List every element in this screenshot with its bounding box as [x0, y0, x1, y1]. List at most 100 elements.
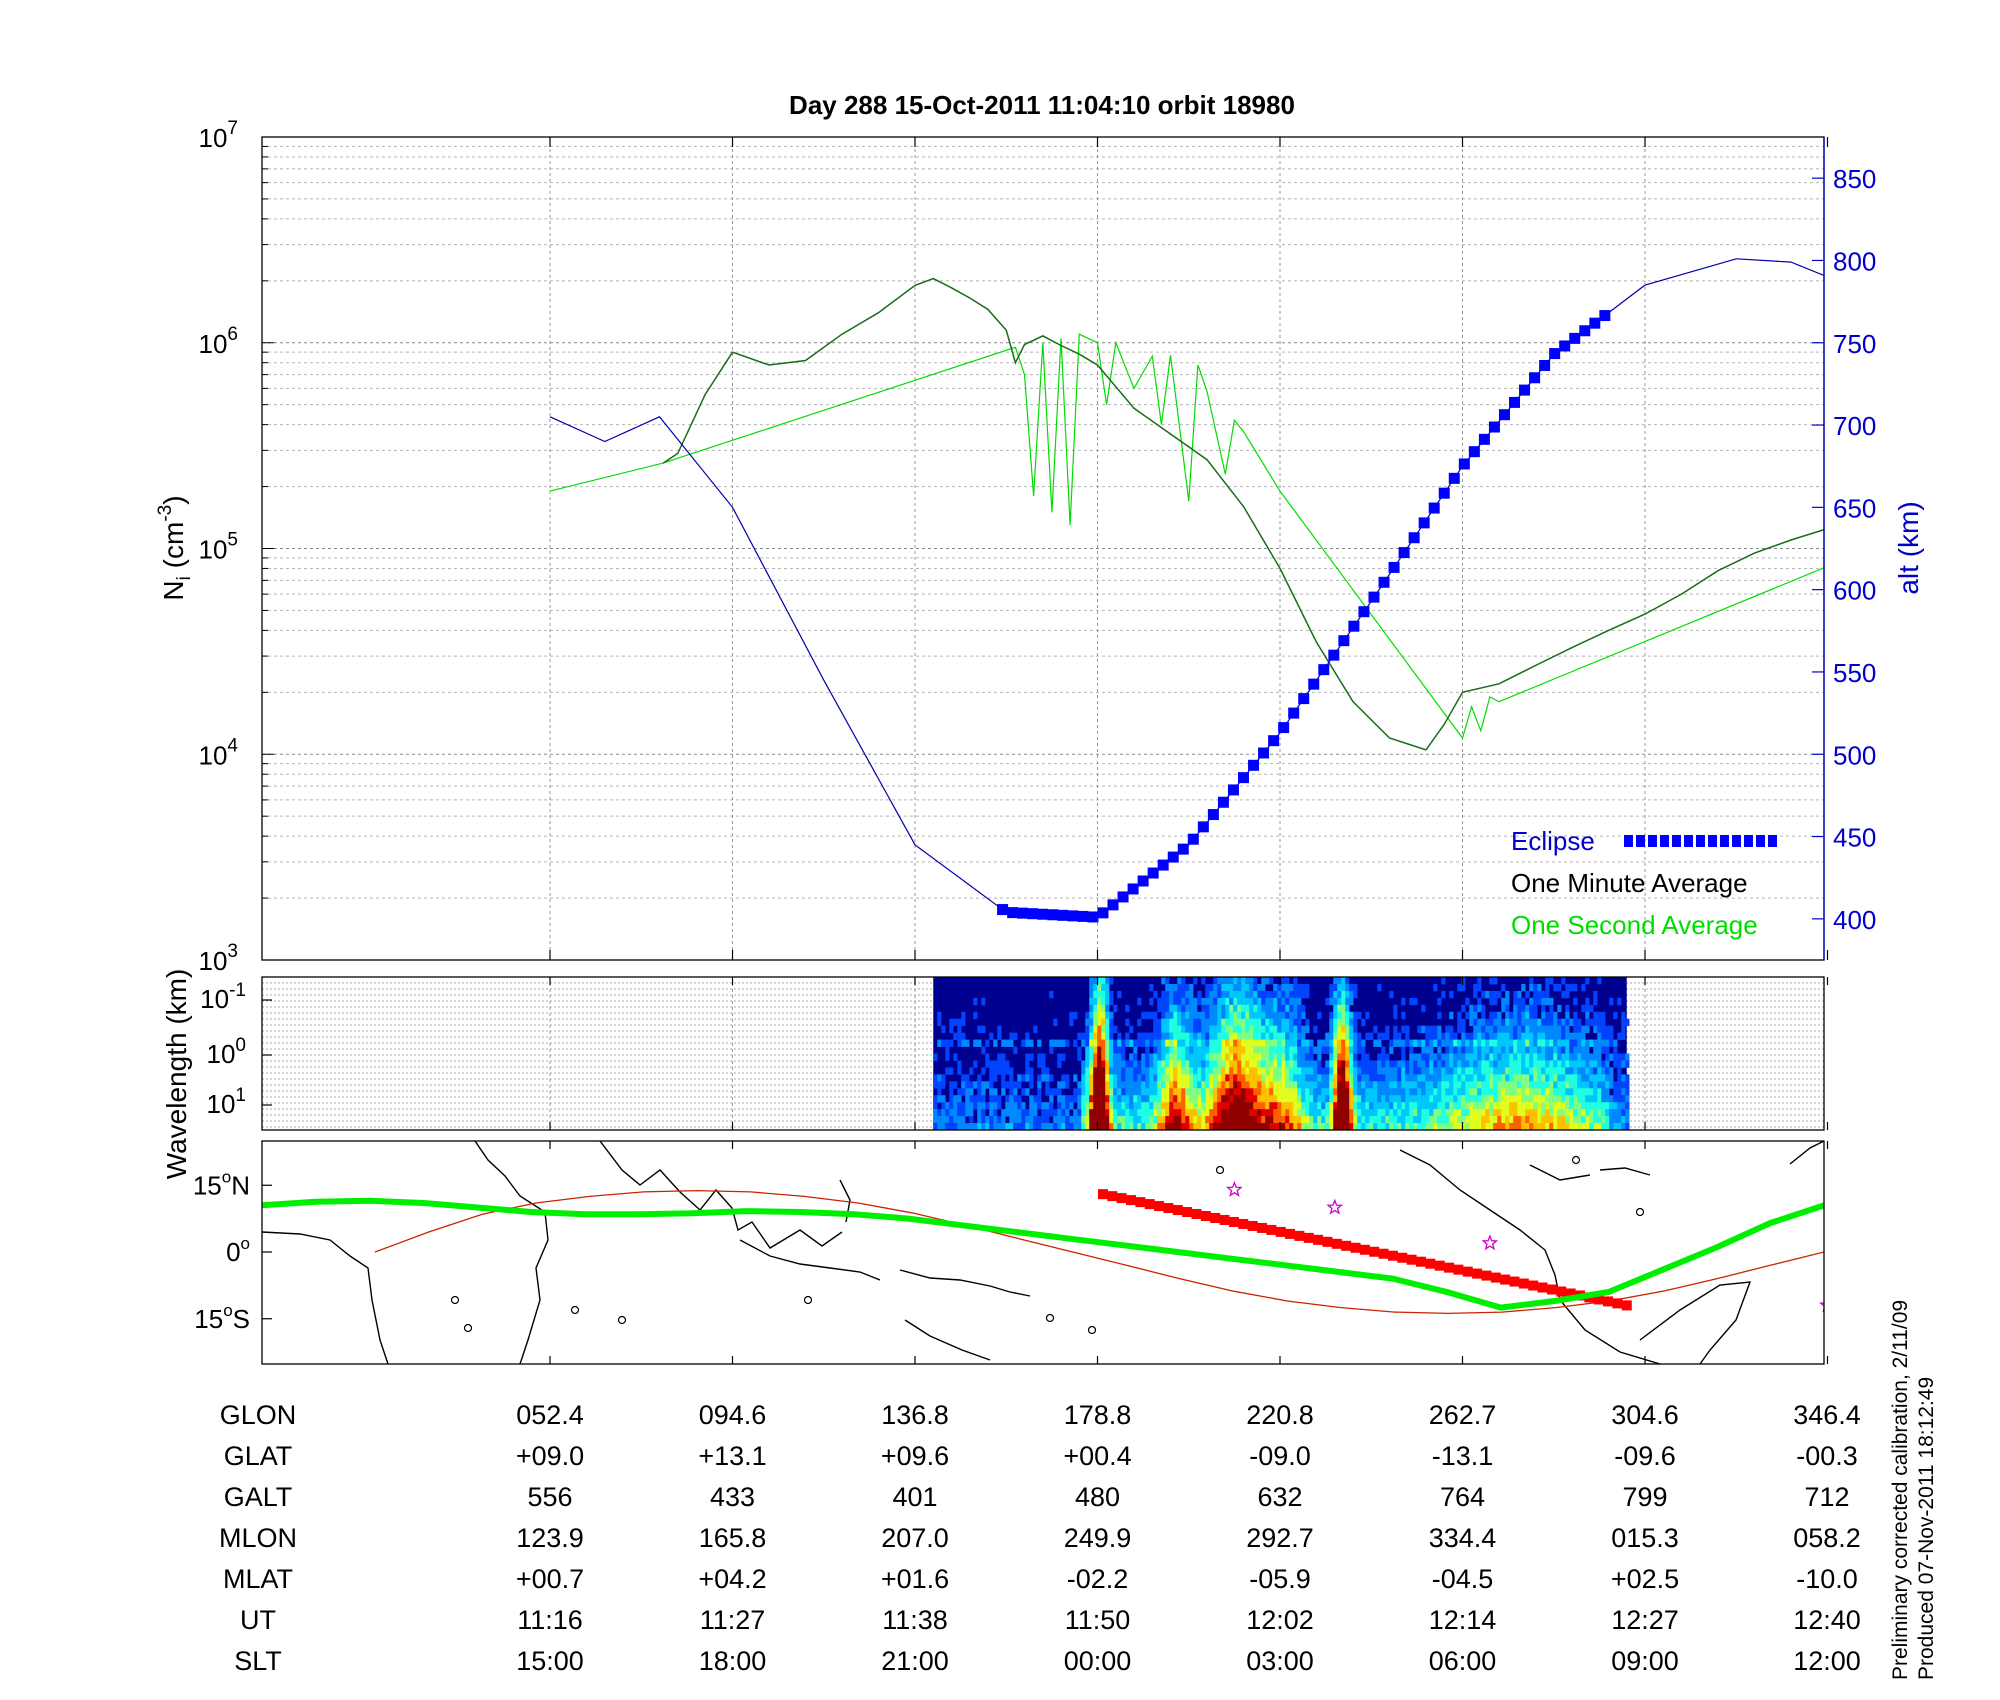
spectrogram-cell	[1289, 1060, 1294, 1068]
spectrogram-cell	[1593, 1074, 1598, 1082]
spectrogram-cell	[1517, 1088, 1522, 1096]
spectrogram-cell	[1265, 1123, 1270, 1130]
spectrogram-cell	[1561, 1081, 1566, 1089]
spectrogram-cell	[941, 1081, 946, 1089]
spectrogram-cell	[1293, 1074, 1298, 1082]
spectrogram-cell	[1313, 1074, 1318, 1082]
spectrogram-cell	[961, 1116, 966, 1124]
spectrogram-cell	[1213, 990, 1218, 999]
spectrogram-cell	[1437, 1116, 1442, 1124]
spectrogram-cell	[1233, 983, 1238, 992]
spectrogram-cell	[1513, 1081, 1518, 1089]
spectrogram-cell	[1293, 997, 1298, 1006]
spectrogram-cell	[961, 1039, 966, 1047]
spectrogram-cell	[1473, 1004, 1478, 1013]
spectrogram-cell	[1501, 1109, 1506, 1117]
spectrogram-cell	[1497, 1081, 1502, 1089]
spectrogram-cell	[1485, 1039, 1490, 1047]
spectrogram-cell	[1257, 997, 1262, 1006]
spectrogram-cell	[1581, 1004, 1586, 1013]
spectrogram-cell	[1301, 1109, 1306, 1117]
spectrogram-cell	[1085, 1088, 1090, 1096]
spectrogram-cell	[1261, 1123, 1266, 1130]
spectrogram-cell	[1501, 997, 1506, 1006]
spectrogram-cell	[1237, 977, 1242, 985]
spectrogram-cell	[1217, 1039, 1222, 1047]
spectrogram-cell	[1029, 1109, 1034, 1117]
spectrogram-cell	[1377, 1060, 1382, 1068]
spectrogram-cell	[1153, 1102, 1158, 1110]
spectrogram-cell	[1241, 1018, 1246, 1027]
spectrogram-cell	[1565, 1060, 1570, 1068]
lat-tick-label: 15oS	[194, 1301, 250, 1334]
spectrogram-cell	[1229, 1011, 1234, 1020]
spectrogram-cell	[1569, 1039, 1574, 1047]
spectrogram-cell	[1269, 1004, 1274, 1013]
spectrogram-cell	[1069, 1011, 1074, 1020]
y-tick-label: 101	[207, 1085, 247, 1119]
spectrogram-cell	[1525, 1053, 1530, 1061]
spectrogram-cell	[1045, 1081, 1050, 1089]
spectrogram-cell	[1549, 1053, 1554, 1061]
spectrogram-cell	[1557, 1109, 1562, 1117]
spectrogram-cell	[1573, 1018, 1578, 1027]
spectrogram-cell	[1473, 1116, 1478, 1124]
spectrogram-cell	[1005, 1067, 1010, 1075]
spectrogram-cell	[1289, 1116, 1294, 1124]
spectrogram-cell	[1153, 1116, 1158, 1124]
spectrogram-cell	[1589, 1018, 1594, 1027]
spectrogram-cell	[1293, 1102, 1298, 1110]
eclipse-marker	[1227, 784, 1239, 796]
spectrogram-cell	[1149, 1081, 1154, 1089]
spectrogram-cell	[1261, 1025, 1266, 1034]
spectrogram-cell	[1373, 1088, 1378, 1096]
spectrogram-cell	[993, 1088, 998, 1096]
density-ticks	[262, 137, 1829, 961]
spectrogram-cell	[1389, 1081, 1394, 1089]
eclipse-track-marker	[1350, 1242, 1361, 1253]
spectrogram-cell	[1625, 1109, 1630, 1117]
spectrogram-cell	[1261, 1102, 1266, 1110]
spectrogram-cell	[1585, 1060, 1590, 1068]
spectrogram-cell	[1169, 983, 1174, 992]
spectrogram-cell	[1245, 1032, 1250, 1040]
spectrogram-cell	[1209, 1081, 1214, 1089]
coastline	[599, 1141, 843, 1249]
spectrogram-cell	[1349, 1081, 1354, 1089]
density-grid	[262, 137, 1824, 960]
spectrogram-cell	[1609, 1067, 1614, 1075]
spectrogram-cell	[1325, 1081, 1330, 1089]
table-cell: 764	[1440, 1482, 1485, 1512]
spectrogram-cell	[1077, 1116, 1082, 1124]
spectrogram-cell	[1065, 1095, 1070, 1103]
spectrogram-cell	[1025, 1053, 1030, 1061]
spectrogram-cell	[1517, 1011, 1522, 1020]
island	[570, 1305, 580, 1315]
spectrogram-cell	[1169, 1053, 1174, 1061]
spectrogram-cell	[973, 1102, 978, 1110]
spectrogram-cell	[1113, 1060, 1118, 1068]
spectrogram-cell	[1573, 1074, 1578, 1082]
spectrogram-cell	[1269, 1123, 1274, 1130]
spectrogram-cell	[981, 1025, 986, 1034]
spectrogram-cell	[1201, 1004, 1206, 1013]
spectrogram-cell	[1409, 1060, 1414, 1068]
spectrogram-cell	[1549, 1116, 1554, 1124]
spectrogram-cell	[1537, 1018, 1542, 1027]
spectrogram-cell	[1269, 1102, 1274, 1110]
spectrogram-cell	[1393, 1116, 1398, 1124]
spectrogram-cell	[1433, 1116, 1438, 1124]
spectrogram-cell	[1513, 1011, 1518, 1020]
coastlines	[262, 1141, 1824, 1364]
spectrogram-cell	[1577, 1102, 1582, 1110]
spectrogram-cell	[949, 1116, 954, 1124]
spectrogram-cell	[1413, 1039, 1418, 1047]
spectrogram-cell	[1357, 1102, 1362, 1110]
spectrogram-cell	[1389, 1046, 1394, 1054]
spectrogram-cell	[1469, 1116, 1474, 1124]
spectrogram-cell	[1257, 1011, 1262, 1020]
spectrogram-cell	[1121, 1123, 1126, 1130]
spectrogram-cell	[1097, 1074, 1102, 1082]
spectrogram-cell	[1441, 1032, 1446, 1040]
spectrogram-cell	[1297, 1060, 1302, 1068]
